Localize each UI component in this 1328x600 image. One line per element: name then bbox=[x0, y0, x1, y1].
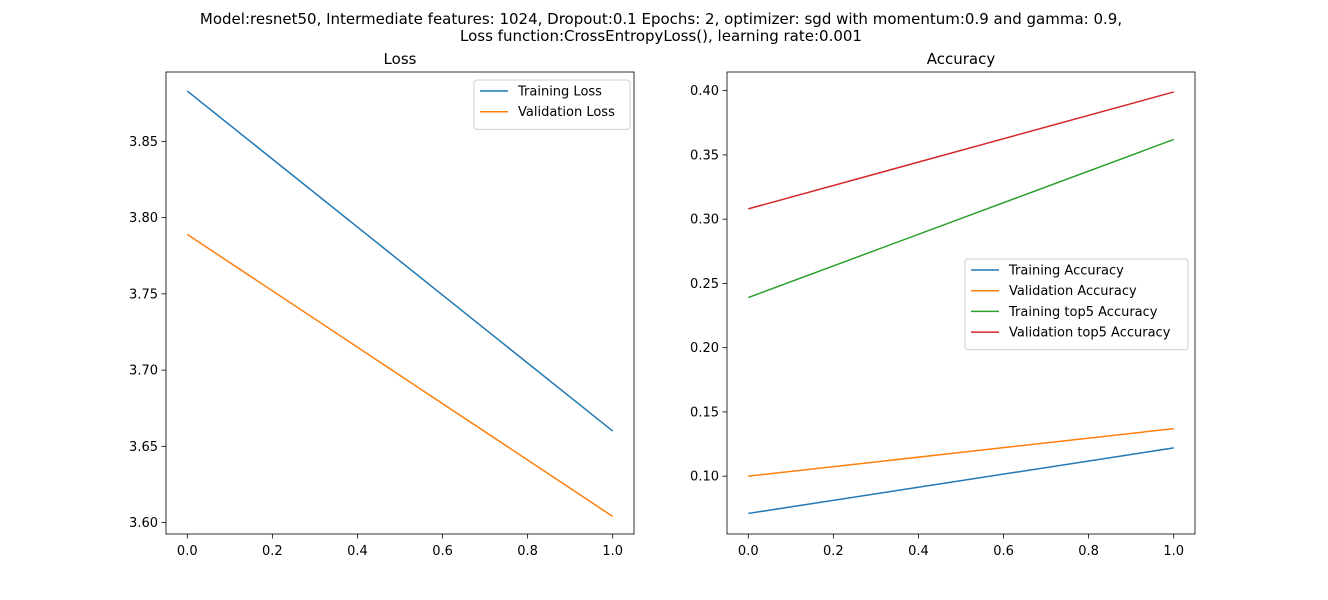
y-tick-label: 0.20 bbox=[690, 341, 719, 356]
series-line-3 bbox=[748, 91, 1174, 210]
legend: Training Loss Validation Loss bbox=[473, 79, 631, 130]
y-tick-label: 3.80 bbox=[129, 211, 158, 226]
legend-box bbox=[473, 79, 631, 130]
series-line-2 bbox=[748, 138, 1174, 299]
series-line-0 bbox=[186, 90, 614, 432]
x-tick-label: 1.0 bbox=[1163, 544, 1184, 559]
x-tick-label: 0.4 bbox=[908, 544, 929, 559]
series-line-0 bbox=[748, 447, 1174, 515]
figure-suptitle-line-2: Loss function:CrossEntropyLoss(), learni… bbox=[460, 27, 862, 45]
y-tick-label: 0.40 bbox=[690, 84, 719, 99]
legend-label-0: Training Loss bbox=[517, 85, 602, 100]
x-tick-label: 0.2 bbox=[823, 544, 844, 559]
y-tick-label: 3.85 bbox=[129, 135, 158, 150]
y-tick-label: 3.60 bbox=[129, 516, 158, 531]
legend-label-1: Validation Loss bbox=[518, 105, 615, 120]
x-tick-label: 0.6 bbox=[432, 544, 453, 559]
series-line-1 bbox=[186, 233, 614, 518]
legend-label-2: Training top5 Accuracy bbox=[1008, 305, 1158, 320]
series-line-1 bbox=[748, 427, 1174, 477]
y-tick-label: 0.10 bbox=[690, 470, 719, 485]
y-tick-label: 0.25 bbox=[690, 277, 719, 292]
y-tick-label: 3.70 bbox=[129, 364, 158, 379]
x-tick-label: 0.0 bbox=[177, 544, 198, 559]
x-tick-label: 0.6 bbox=[993, 544, 1014, 559]
legend-label-3: Validation top5 Accuracy bbox=[1009, 326, 1171, 341]
loss-chart: Loss 0.0 0.2 0.4 0.6 0.8 1.0 3.60 3.65 3.70 3.75 3.… bbox=[129, 50, 635, 559]
legend: Training Accuracy Validation Accuracy Trai… bbox=[964, 258, 1189, 351]
x-tick-label: 0.4 bbox=[347, 544, 368, 559]
y-tick-label: 0.30 bbox=[690, 213, 719, 228]
legend-label-1: Validation Accuracy bbox=[1009, 284, 1137, 299]
figure-suptitle-line-1: Model:resnet50, Intermediate features: 1… bbox=[200, 10, 1122, 28]
legend-box bbox=[964, 258, 1189, 351]
y-tick-label: 0.35 bbox=[690, 148, 719, 163]
x-tick-label: 0.0 bbox=[738, 544, 759, 559]
x-tick-label: 0.8 bbox=[517, 544, 538, 559]
chart-title: Accuracy bbox=[927, 50, 996, 68]
axes-frame bbox=[726, 71, 1196, 535]
chart-title: Loss bbox=[384, 50, 417, 68]
y-tick-label: 3.65 bbox=[129, 440, 158, 455]
accuracy-chart: Accuracy 0.0 0.2 0.4 0.6 0.8 1.0 0.10 0.15 0.20 0.… bbox=[690, 50, 1196, 559]
axes-frame bbox=[165, 71, 635, 535]
x-tick-label: 0.8 bbox=[1078, 544, 1099, 559]
legend-label-0: Training Accuracy bbox=[1008, 264, 1124, 279]
y-tick-label: 0.15 bbox=[690, 405, 719, 420]
x-tick-label: 1.0 bbox=[602, 544, 623, 559]
y-tick-label: 3.75 bbox=[129, 287, 158, 302]
x-tick-label: 0.2 bbox=[262, 544, 283, 559]
